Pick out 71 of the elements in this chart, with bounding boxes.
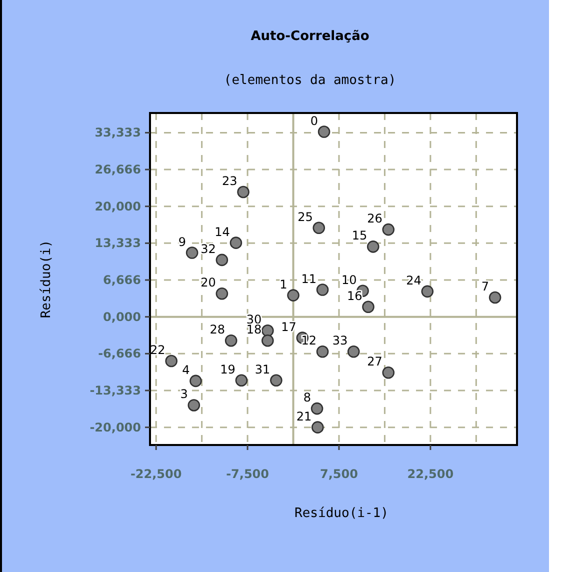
annotation: 3 — [180, 387, 188, 402]
y-tick-label: -6,666 — [98, 346, 141, 361]
point — [362, 300, 374, 314]
point — [316, 284, 329, 296]
y-tick-label: 13,333 — [94, 236, 141, 250]
point — [188, 399, 200, 412]
y-tick-label: -20,000 — [90, 420, 141, 434]
annotation: 25 — [298, 210, 313, 224]
point — [216, 254, 228, 266]
point — [165, 354, 178, 368]
annotation: 11 — [301, 272, 317, 286]
point — [230, 236, 242, 249]
point — [421, 285, 434, 298]
point — [270, 374, 282, 387]
annotation: 32 — [200, 242, 216, 256]
y-tick-label: 20,000 — [94, 199, 141, 214]
annotation: 26 — [367, 212, 382, 226]
annotation: 31 — [254, 362, 270, 376]
point — [190, 374, 202, 388]
point — [347, 345, 360, 358]
point — [186, 246, 198, 259]
annotation: 33 — [332, 334, 348, 348]
annotation: 8 — [303, 390, 312, 405]
y-tick-label: -13,333 — [90, 383, 141, 398]
point — [216, 287, 228, 300]
annotation: 19 — [220, 362, 236, 376]
y-tick-label: 33,333 — [94, 126, 141, 140]
annotation: 1 — [280, 277, 288, 292]
x-axis-title: Resíduo(i-1) — [294, 506, 388, 521]
annotation: 16 — [346, 288, 362, 303]
chart-title: Auto-Correlação — [250, 29, 370, 44]
annotation: 15 — [352, 228, 368, 243]
annotation: 23 — [222, 174, 238, 188]
annotation: 27 — [367, 354, 382, 369]
x-tick-label: -7,500 — [226, 467, 270, 481]
point — [366, 240, 380, 253]
annotation: 9 — [178, 234, 186, 249]
y-tick-label: 26,666 — [94, 162, 141, 177]
annotation: 17 — [281, 320, 296, 334]
annotation: 20 — [200, 276, 216, 290]
point — [382, 223, 395, 236]
annotation: 14 — [214, 224, 230, 239]
annotation: 0 — [310, 114, 318, 128]
annotation: 10 — [341, 272, 357, 287]
point — [224, 334, 238, 347]
y-tick-label: 0,000 — [103, 310, 141, 324]
x-tick-label: -22,500 — [130, 467, 182, 481]
point — [318, 126, 330, 138]
point — [287, 289, 300, 302]
point — [312, 421, 324, 434]
annotation: 28 — [210, 322, 226, 337]
x-tick-label: 22,500 — [407, 467, 454, 481]
y-axis-title: Resíduo(i) — [39, 240, 54, 318]
point — [237, 186, 250, 198]
chart-subtitle: (elementos da amostra) — [224, 73, 396, 88]
point — [316, 345, 329, 358]
annotation: 22 — [150, 343, 166, 358]
point — [312, 222, 326, 234]
point — [310, 402, 324, 415]
point — [235, 374, 248, 387]
y-tick-label: 6,666 — [103, 273, 141, 288]
annotation: 7 — [481, 280, 490, 294]
annotation: 18 — [246, 322, 262, 337]
annotation: 4 — [182, 362, 190, 377]
point — [382, 366, 395, 379]
point — [262, 324, 274, 337]
point — [488, 291, 502, 304]
x-tick-label: 7,500 — [320, 467, 358, 481]
annotation: 24 — [406, 273, 422, 288]
annotation: 21 — [296, 409, 312, 424]
point — [262, 334, 274, 347]
